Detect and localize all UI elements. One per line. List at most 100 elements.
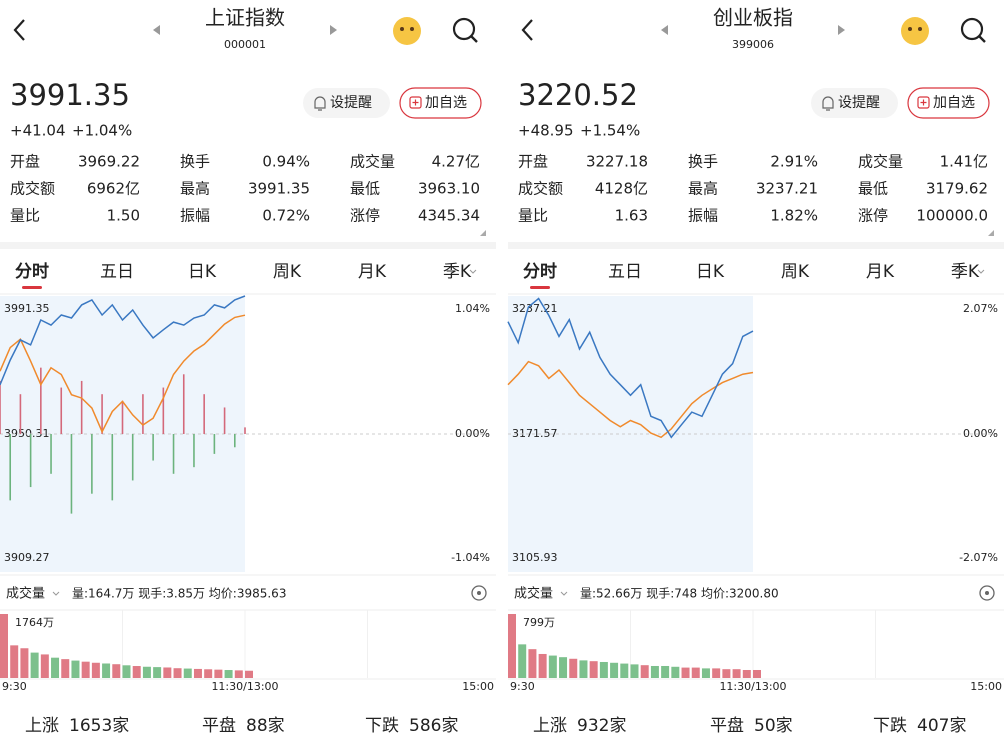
tab[interactable]: 日K bbox=[188, 262, 217, 282]
prev-arrow[interactable] bbox=[153, 25, 160, 35]
price: 3220.52 bbox=[518, 78, 638, 112]
tab[interactable]: 月K bbox=[866, 262, 895, 282]
tab-chevron bbox=[977, 269, 985, 274]
tab-underline bbox=[22, 286, 42, 289]
volume-bar bbox=[518, 644, 527, 678]
volume-selector[interactable]: 成交量 bbox=[514, 586, 553, 602]
price: 3991.35 bbox=[10, 78, 130, 112]
watch-button[interactable] bbox=[399, 87, 482, 119]
tab-underline bbox=[530, 286, 550, 289]
tab[interactable]: 季K bbox=[951, 262, 980, 282]
index-title: 创业板指 bbox=[713, 6, 793, 30]
mascot-icon[interactable] bbox=[901, 17, 929, 45]
settings-icon[interactable] bbox=[979, 585, 995, 601]
volume-bar bbox=[234, 670, 243, 678]
volume-bar bbox=[245, 670, 253, 678]
volume-bar bbox=[102, 663, 111, 678]
stat-label: 成交量 bbox=[350, 153, 395, 171]
volume-bar bbox=[701, 668, 710, 678]
settings-dot bbox=[985, 591, 989, 595]
breadth-label: 平盘 bbox=[202, 716, 236, 736]
price-tick: 3991.35 bbox=[4, 302, 50, 315]
pct-tick: -2.07% bbox=[959, 551, 998, 564]
time-tick: 11:30/13:00 bbox=[211, 680, 278, 693]
stat-value: 0.94% bbox=[262, 153, 310, 171]
tab[interactable]: 日K bbox=[696, 262, 725, 282]
stat-value: 0.72% bbox=[262, 207, 310, 225]
tab[interactable]: 月K bbox=[358, 262, 387, 282]
volume-bar bbox=[650, 665, 659, 678]
alert-label: 设提醒 bbox=[330, 95, 372, 111]
avg-price-line bbox=[507, 360, 754, 439]
volume-bar bbox=[538, 653, 547, 678]
breadth-count: 586家 bbox=[409, 716, 458, 736]
stat-value: 3237.21 bbox=[756, 180, 818, 198]
stat-value: 3969.22 bbox=[78, 153, 140, 171]
price-tick: 3237.21 bbox=[512, 302, 558, 315]
tab[interactable]: 分时 bbox=[523, 262, 557, 282]
time-tick: 15:00 bbox=[970, 680, 1002, 693]
back-button[interactable] bbox=[521, 19, 533, 41]
search-icon[interactable] bbox=[452, 17, 476, 41]
volume-bar bbox=[30, 652, 39, 678]
mascot-icon[interactable] bbox=[393, 17, 421, 45]
time-tick: 11:30/13:00 bbox=[719, 680, 786, 693]
volume-bar bbox=[224, 670, 233, 678]
volume-tick: 1764万 bbox=[15, 616, 54, 629]
stat-value: 3991.35 bbox=[248, 180, 310, 198]
tab[interactable]: 分时 bbox=[15, 262, 49, 282]
prev-arrow[interactable] bbox=[661, 25, 668, 35]
breadth-label: 下跌 bbox=[873, 716, 907, 736]
stat-value: 1.82% bbox=[770, 207, 818, 225]
price-tick: 3105.93 bbox=[512, 551, 558, 564]
tab[interactable]: 周K bbox=[273, 262, 302, 282]
bell-icon bbox=[314, 96, 326, 111]
alert-button[interactable] bbox=[303, 88, 390, 118]
next-arrow[interactable] bbox=[330, 25, 337, 35]
volume-bar bbox=[620, 663, 629, 678]
volume-chevron bbox=[52, 591, 60, 596]
breadth-count: 1653家 bbox=[69, 716, 129, 736]
volume-bar bbox=[722, 669, 731, 678]
next-arrow[interactable] bbox=[838, 25, 845, 35]
plus-sign bbox=[412, 99, 419, 106]
volume-bar bbox=[204, 669, 213, 678]
watch-button[interactable] bbox=[907, 87, 990, 119]
breadth-count: 932家 bbox=[577, 716, 626, 736]
volume-bar bbox=[712, 668, 721, 678]
tab[interactable]: 周K bbox=[781, 262, 810, 282]
volume-bar bbox=[508, 614, 516, 678]
breadth-count: 407家 bbox=[917, 716, 966, 736]
stat-value: 2.91% bbox=[770, 153, 818, 171]
tab[interactable]: 季K bbox=[443, 262, 472, 282]
volume-bar bbox=[640, 665, 649, 678]
tab[interactable]: 五日 bbox=[608, 262, 642, 282]
stat-value: 100000.0 bbox=[916, 207, 988, 225]
volume-bar bbox=[742, 669, 751, 678]
time-tick: 9:30 bbox=[2, 680, 27, 693]
volume-bar bbox=[20, 648, 29, 678]
time-tick: 15:00 bbox=[462, 680, 494, 693]
breadth-count: 50家 bbox=[754, 716, 793, 736]
pct-tick: 0.00% bbox=[455, 427, 490, 440]
volume-info: 量:52.66万 现手:748 均价:3200.80 bbox=[580, 587, 779, 601]
volume-selector[interactable]: 成交量 bbox=[6, 586, 45, 602]
pct-tick: 2.07% bbox=[963, 302, 998, 315]
volume-bar bbox=[753, 669, 761, 678]
separator bbox=[0, 242, 496, 249]
settings-icon[interactable] bbox=[471, 585, 487, 601]
plus-sign bbox=[920, 99, 927, 106]
back-button[interactable] bbox=[13, 19, 25, 41]
tab[interactable]: 五日 bbox=[100, 262, 134, 282]
volume-bar bbox=[589, 661, 598, 678]
search-icon[interactable] bbox=[960, 17, 984, 41]
avg-price-line bbox=[0, 314, 246, 434]
alert-button[interactable] bbox=[811, 88, 898, 118]
stat-label: 开盘 bbox=[10, 153, 40, 171]
watch-label: 加自选 bbox=[933, 95, 975, 111]
stat-label: 最高 bbox=[180, 180, 210, 198]
stat-label: 涨停 bbox=[858, 207, 888, 225]
breadth-label: 下跌 bbox=[365, 716, 399, 736]
stat-label: 换手 bbox=[688, 153, 718, 171]
